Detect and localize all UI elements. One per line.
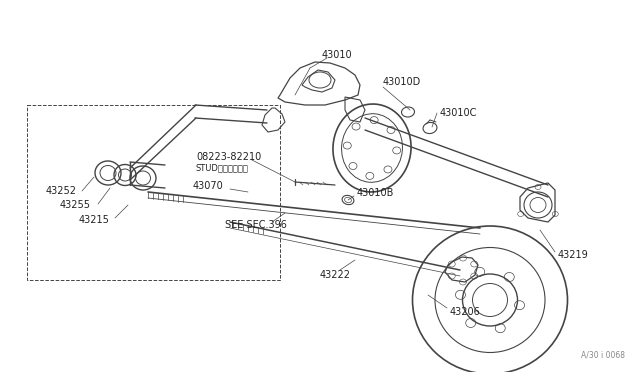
Text: 43215: 43215	[79, 215, 110, 225]
Text: SEE SEC.396: SEE SEC.396	[225, 220, 287, 230]
Text: 43070: 43070	[193, 181, 224, 191]
Text: 43010C: 43010C	[440, 108, 477, 118]
Text: 08223-82210: 08223-82210	[196, 152, 261, 162]
Text: 43255: 43255	[60, 200, 91, 210]
Text: 43010B: 43010B	[357, 188, 394, 198]
Text: 43206: 43206	[450, 307, 481, 317]
Text: 43010: 43010	[322, 50, 353, 60]
Bar	[27, 105, 280, 280]
Text: 43219: 43219	[558, 250, 589, 260]
Text: 43252: 43252	[46, 186, 77, 196]
Text: 43010D: 43010D	[383, 77, 421, 87]
Text: STUDスタッド４Ｄ: STUDスタッド４Ｄ	[196, 164, 249, 173]
Text: 43222: 43222	[320, 270, 351, 280]
Text: A/30 i 0068: A/30 i 0068	[581, 351, 625, 360]
